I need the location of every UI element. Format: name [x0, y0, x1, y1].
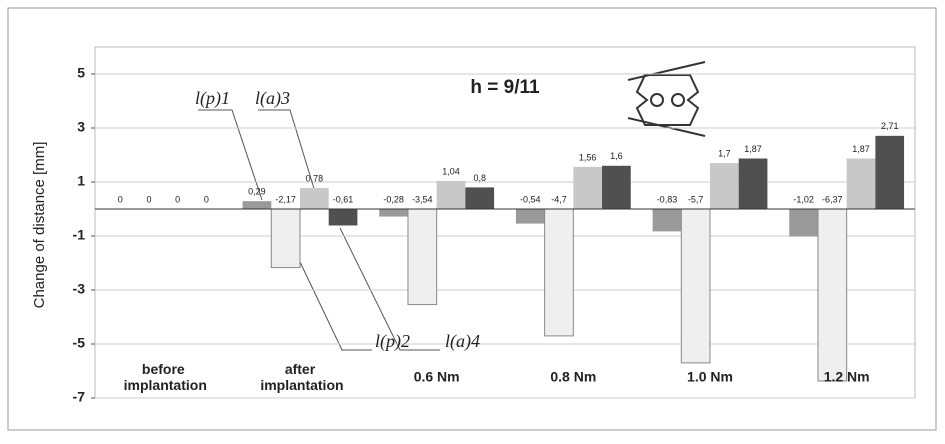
- value-label: -5,7: [688, 194, 704, 204]
- y-tick-label: 1: [77, 173, 85, 189]
- value-label: -2,17: [275, 194, 296, 204]
- y-tick-label: 3: [77, 119, 85, 135]
- value-label: 0: [204, 194, 209, 204]
- bar: [545, 209, 574, 336]
- y-tick-label: -7: [73, 389, 86, 405]
- bar: [437, 181, 466, 209]
- chart-title: h = 9/11: [470, 77, 540, 98]
- value-label: 0: [146, 194, 151, 204]
- value-label: 1,6: [610, 151, 623, 161]
- value-label: 1,7: [718, 148, 731, 158]
- value-label: -0,28: [383, 194, 404, 204]
- bar: [875, 136, 904, 209]
- value-label: -0,61: [333, 194, 354, 204]
- bar: [847, 159, 876, 209]
- value-label: -0,54: [520, 194, 541, 204]
- bar: [789, 209, 818, 237]
- bar: [379, 209, 408, 217]
- value-label: -6,37: [822, 194, 843, 204]
- y-tick-label: 5: [77, 65, 85, 81]
- x-tick-label: 0.6 Nm: [414, 369, 460, 385]
- bar: [602, 166, 631, 209]
- y-tick-label: -5: [73, 335, 86, 351]
- value-label: 2,71: [881, 121, 899, 131]
- bar: [408, 209, 437, 305]
- legend-label: l(p)1: [195, 88, 230, 109]
- y-tick-label: -1: [73, 227, 86, 243]
- x-tick-label: 1.0 Nm: [687, 369, 733, 385]
- x-tick-label: 0.8 Nm: [550, 369, 596, 385]
- bar: [818, 209, 847, 381]
- bar: [465, 187, 494, 209]
- value-label: 0,8: [473, 173, 486, 183]
- y-axis-label: Change of distance [mm]: [31, 142, 48, 309]
- bar: [516, 209, 545, 224]
- value-label: 1,87: [744, 144, 762, 154]
- bar: [681, 209, 710, 363]
- bar: [271, 209, 300, 268]
- bar: [739, 159, 768, 209]
- bar: [653, 209, 682, 231]
- bar: [710, 163, 739, 209]
- bar: [300, 188, 329, 209]
- value-label: 0,78: [306, 173, 324, 183]
- value-label: -1,02: [793, 194, 814, 204]
- value-label: 0: [118, 194, 123, 204]
- bar: [243, 201, 272, 209]
- y-tick-label: -3: [73, 281, 86, 297]
- value-label: 0,29: [248, 187, 266, 197]
- value-label: 0: [175, 194, 180, 204]
- value-label: 1,04: [442, 166, 460, 176]
- value-label: 1,87: [852, 144, 870, 154]
- bar: [329, 209, 358, 225]
- bar: [573, 167, 602, 209]
- value-label: -3,54: [412, 194, 433, 204]
- chart: h = 9/11 Change of distance [mm] 5 3 1 -1 -3…: [0, 0, 945, 439]
- legend-label: l(a)3: [255, 88, 290, 109]
- legend-label: l(a)4: [445, 331, 480, 352]
- value-label: 1,56: [579, 152, 597, 162]
- value-label: -4,7: [551, 194, 567, 204]
- x-tick-label: 1.2 Nm: [824, 369, 870, 385]
- value-label: -0,83: [657, 194, 678, 204]
- legend-label: l(p)2: [375, 331, 410, 352]
